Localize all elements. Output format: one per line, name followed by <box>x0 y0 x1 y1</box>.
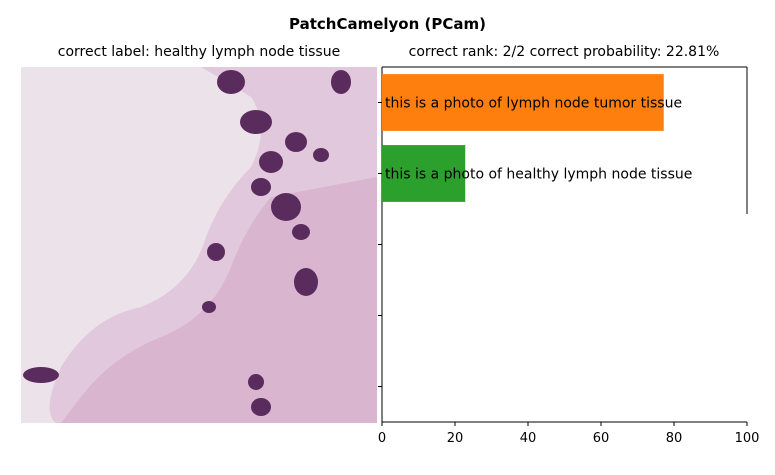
chart-title: correct rank: 2/2 correct probability: 2… <box>408 44 720 60</box>
bar <box>382 74 664 131</box>
bar-label: this is a photo of lymph node tumor tiss… <box>385 96 682 112</box>
x-tick-label: 20 <box>447 431 464 446</box>
histology-patch-image <box>21 67 377 423</box>
x-tick-label: 0 <box>378 431 386 446</box>
figure-title: PatchCamelyon (PCam) <box>289 15 486 33</box>
bar <box>382 145 466 202</box>
x-tick-label: 80 <box>666 431 683 446</box>
x-tick-label: 60 <box>593 431 610 446</box>
x-tick-label: 40 <box>520 431 537 446</box>
x-tick-label: 100 <box>735 431 760 446</box>
bar-label: this is a photo of healthy lymph node ti… <box>385 167 692 183</box>
image-panel-title: correct label: healthy lymph node tissue <box>57 44 341 60</box>
